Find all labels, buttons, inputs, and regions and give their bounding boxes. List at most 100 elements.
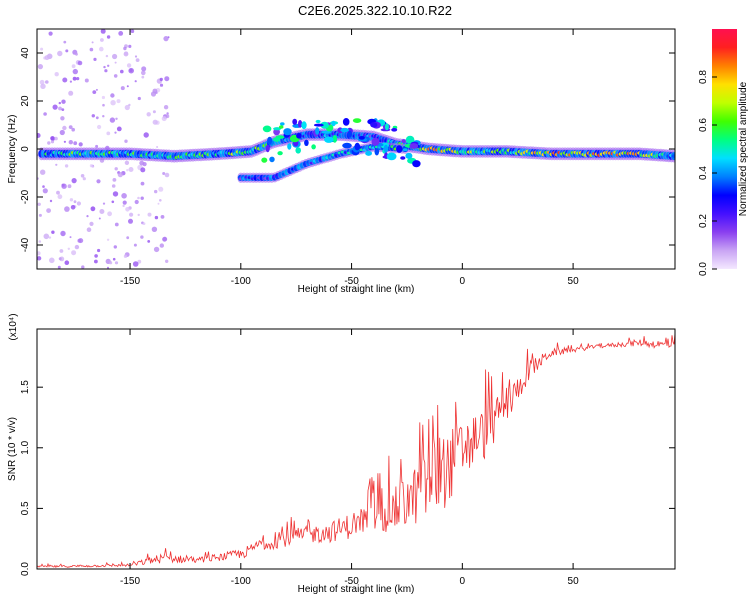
spectrogram-cell — [111, 200, 115, 204]
spectrogram-cell — [67, 247, 71, 250]
spectrogram-cell — [166, 112, 169, 115]
spectrogram-cell — [47, 141, 51, 145]
spectrogram-cell — [128, 44, 132, 49]
colorbar-tick-label: 0.4 — [698, 166, 709, 180]
spectrogram-cell — [115, 117, 118, 121]
spectrogram-cell — [154, 189, 158, 194]
spectrogram-cell — [111, 184, 116, 188]
spectrogram-cell — [120, 86, 125, 91]
spectrogram-cell — [106, 35, 111, 39]
spectrogram-cell — [116, 99, 121, 104]
spectrogram-cell — [142, 222, 146, 226]
spectrogram-cell — [311, 144, 316, 150]
spectrogram-cell — [140, 181, 145, 186]
spectrogram-cell — [72, 68, 79, 75]
snr-x-tick-label: -150 — [120, 576, 140, 587]
spectrogram-cell — [340, 127, 350, 133]
spectrogram-cell — [82, 177, 86, 181]
spectrogram-cell — [45, 80, 49, 84]
spectrogram-cell — [283, 128, 292, 136]
snr-x-tick-label: -100 — [231, 576, 251, 587]
spectrogram-cell — [89, 221, 94, 226]
spectrogram-cell — [105, 54, 109, 58]
spectrogram-cell — [59, 249, 64, 253]
snr-series-line — [37, 332, 675, 569]
spectrogram-cell — [64, 164, 69, 168]
spectrogram-cell — [124, 51, 129, 56]
spectrogram-cell — [38, 240, 42, 243]
spectrogram-cell — [122, 200, 127, 205]
spectrogram-x-tick-label: -150 — [120, 276, 140, 287]
spectrogram-cell — [320, 121, 329, 129]
spectrogram-cell — [62, 77, 68, 83]
chart-title: C2E6.2025.322.10.10.R22 — [298, 3, 452, 18]
spectrogram-cell — [50, 140, 55, 144]
spectrogram-cell — [402, 148, 408, 152]
spectrogram-cell — [128, 167, 134, 172]
spectrogram-cell — [157, 202, 160, 205]
spectrogram-cell — [137, 196, 140, 200]
spectrogram-cell — [125, 207, 130, 212]
spectrogram-cell — [56, 190, 60, 195]
spectrogram-y-tick-label: 0 — [20, 146, 31, 152]
spectrogram-cell — [120, 69, 124, 74]
colorbar-ticks: 0.0 0.2 0.4 0.6 0.8 — [698, 70, 717, 276]
spectrogram-cell — [383, 144, 389, 153]
snr-x-tick-label: 50 — [568, 576, 580, 587]
snr-y-axis-label: SNR (10 * v/v) — [7, 417, 18, 481]
spectrogram-cell — [159, 243, 164, 248]
spectrogram-cell — [123, 46, 127, 51]
spectrogram-panel: -150 -100 -50 0 50 -40 -20 0 20 40 Height of str… — [7, 28, 676, 295]
spectrogram-cell — [57, 265, 61, 269]
spectrogram-cell — [137, 259, 142, 264]
spectrogram-cell — [49, 199, 53, 203]
spectrogram-cell — [69, 198, 74, 202]
spectrogram-cell — [73, 200, 77, 204]
spectrogram-cell — [137, 96, 141, 101]
spectrogram-cell — [69, 80, 72, 83]
spectrogram-cell — [164, 76, 170, 82]
spectrogram-cell — [160, 215, 165, 219]
spectrogram-cell — [54, 72, 59, 77]
spectrogram-cell — [324, 136, 334, 143]
spectrogram-cell — [267, 136, 273, 145]
colorbar: 0.0 0.2 0.4 0.6 0.8 Normalized spectral ampl… — [698, 29, 749, 276]
spectrogram-cell — [62, 125, 67, 131]
spectrogram-cell — [102, 103, 105, 107]
spectrogram-cell — [140, 235, 144, 239]
spectrogram-y-tick-label: 40 — [20, 47, 31, 59]
spectrogram-y-ticks: -40 -20 0 20 40 — [20, 47, 675, 252]
spectrogram-cell — [71, 250, 77, 256]
spectrogram-cell — [158, 186, 164, 192]
spectrogram-cell — [114, 167, 118, 171]
spectrogram-cell — [106, 238, 110, 241]
spectrogram-cell — [95, 116, 99, 120]
spectrogram-cell — [269, 156, 275, 163]
spectrogram-cell — [129, 212, 134, 217]
spectrogram-cell — [140, 196, 144, 200]
spectrogram-cell — [54, 136, 58, 141]
spectrogram-cell — [99, 209, 105, 214]
spectrogram-cell — [98, 217, 101, 220]
spectrogram-cell — [162, 236, 167, 242]
spectrogram-cell — [332, 135, 337, 143]
spectrogram-cell — [135, 58, 140, 62]
spectrogram-cell — [95, 144, 99, 148]
snr-x-ticks: -150 -100 -50 0 50 — [120, 329, 579, 587]
spectrogram-cell — [40, 169, 46, 175]
spectrogram-cell — [70, 205, 76, 210]
spectrogram-cell — [61, 183, 67, 189]
spectrogram-cell — [55, 163, 58, 166]
spectrogram-cell — [102, 202, 106, 205]
spectrogram-cell — [96, 179, 101, 184]
spectrogram-cell — [141, 70, 146, 76]
spectrogram-cell — [292, 118, 298, 125]
spectrogram-cell — [150, 91, 157, 97]
spectrogram-cell — [374, 148, 380, 156]
spectrogram-x-axis-label: Height of straight line (km) — [298, 284, 415, 295]
spectrogram-cell — [287, 143, 292, 150]
spectrogram-cell — [141, 66, 147, 72]
spectrogram-cell — [46, 208, 51, 214]
spectrogram-cell — [75, 52, 78, 56]
spectrogram-cell — [114, 131, 117, 134]
